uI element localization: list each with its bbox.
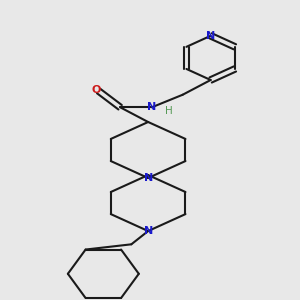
Text: O: O [91,85,101,94]
Text: N: N [143,173,153,183]
Text: N: N [147,102,157,112]
Text: H: H [165,106,172,116]
Text: N: N [206,31,215,41]
Text: N: N [143,226,153,236]
